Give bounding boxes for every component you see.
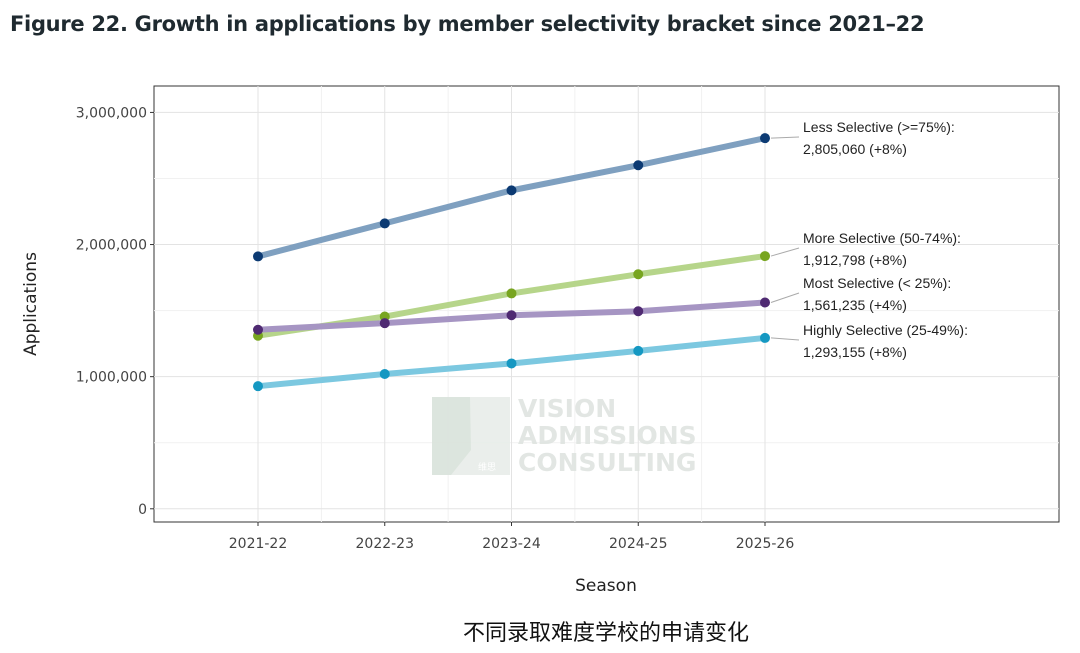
data-point — [379, 369, 390, 380]
series-label-line: More Selective (50-74%): — [803, 230, 961, 246]
y-tick-label: 2,000,000 — [76, 238, 147, 254]
data-point — [633, 160, 644, 171]
series-labels: Less Selective (>=75%): 2,805,060 (+8%) Mo… — [770, 119, 968, 360]
label-leader-line — [770, 292, 800, 303]
series-label-line: 1,912,798 (+8%) — [803, 252, 907, 268]
data-point — [506, 288, 517, 299]
plot-panel — [153, 85, 1060, 523]
series-label-line: Highly Selective (25-49%): — [803, 322, 968, 338]
data-point — [506, 310, 517, 321]
data-point — [633, 345, 644, 356]
series-label-line: Less Selective (>=75%): — [803, 119, 955, 135]
data-point — [760, 251, 770, 262]
x-tick-label: 2024-25 — [609, 536, 668, 552]
data-point — [253, 381, 263, 392]
watermark-line-3: CONSULTING — [518, 448, 696, 477]
watermark-line-1: VISION — [518, 394, 616, 423]
data-point — [633, 306, 644, 317]
watermark-logo-shape — [432, 397, 471, 475]
y-axis: 0 1,000,000 2,000,000 3,000,000 — [76, 105, 154, 518]
data-point — [760, 133, 770, 144]
figure-title: Figure 22. Growth in applications by mem… — [10, 12, 925, 36]
data-point — [633, 269, 644, 280]
x-axis-title: Season — [575, 576, 637, 596]
x-axis: 2021-22 2022-23 2023-24 2024-25 2025-26 — [229, 522, 795, 552]
data-point — [379, 318, 390, 329]
data-point — [760, 297, 770, 308]
series-label-line: 1,293,155 (+8%) — [803, 344, 907, 360]
watermark-logo-text: 维思 — [478, 461, 496, 473]
watermark: 维思 VISION ADMISSIONS CONSULTING — [432, 394, 697, 477]
data-point — [760, 332, 770, 343]
series-label-line: Most Selective (< 25%): — [803, 275, 951, 291]
data-point — [506, 185, 517, 196]
label-leader-line — [770, 247, 800, 257]
series-layer — [253, 133, 770, 392]
data-point — [253, 324, 263, 335]
y-axis-title: Applications — [21, 252, 41, 356]
x-tick-label: 2023-24 — [482, 536, 541, 552]
x-tick-label: 2021-22 — [229, 536, 288, 552]
label-leader-line — [770, 136, 800, 139]
y-tick-label: 3,000,000 — [76, 105, 147, 121]
label-leader-line — [770, 337, 800, 341]
x-tick-label: 2022-23 — [356, 536, 415, 552]
data-point — [506, 358, 517, 369]
y-tick-label: 0 — [138, 502, 147, 518]
data-point — [379, 218, 390, 229]
x-tick-label: 2025-26 — [736, 536, 795, 552]
chart-caption: 不同录取难度学校的申请变化 — [462, 621, 749, 646]
series-label-line: 1,561,235 (+4%) — [803, 297, 907, 313]
y-tick-label: 1,000,000 — [76, 370, 147, 386]
series-label-line: 2,805,060 (+8%) — [803, 141, 907, 157]
data-point — [253, 251, 263, 262]
watermark-line-2: ADMISSIONS — [518, 421, 697, 450]
